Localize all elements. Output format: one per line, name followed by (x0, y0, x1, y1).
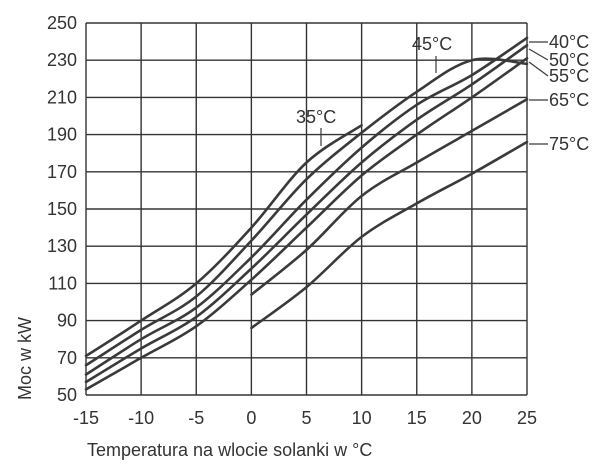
curve-label: 55°C (549, 66, 589, 86)
x-tick-label: 10 (352, 408, 372, 428)
series-line (84, 57, 529, 391)
curve-label: 45°C (412, 34, 452, 54)
x-tick-label: 25 (517, 408, 537, 428)
curve-label: 35°C (296, 107, 336, 127)
x-tick-label: 20 (462, 408, 482, 428)
y-tick-label: 50 (57, 385, 77, 405)
y-tick-label: 70 (57, 348, 77, 368)
x-tick-label: 5 (301, 408, 311, 428)
x-tick-label: -15 (73, 408, 99, 428)
y-tick-label: 230 (47, 50, 77, 70)
series-lines (84, 36, 529, 391)
y-tick-label: 130 (47, 236, 77, 256)
x-tick-label: 15 (407, 408, 427, 428)
x-axis-title: Temperatura na wlocie solanki w °C (87, 440, 372, 460)
series-line (84, 124, 363, 358)
curve-label-leader (528, 48, 549, 61)
curve-labels: 35°C 45°C 40°C50°C55°C 65°C 75°C (296, 32, 589, 154)
series-line (84, 57, 529, 367)
series-line (84, 44, 529, 384)
y-tick-label: 110 (48, 273, 77, 293)
y-tick-label: 170 (47, 162, 77, 182)
curve-label: 50°C (549, 50, 589, 70)
curve-label: 65°C (549, 90, 589, 110)
y-tick-label: 250 (47, 13, 77, 33)
series-line (250, 140, 529, 330)
series-line (250, 98, 529, 296)
y-axis-title: Moc w kW (15, 317, 35, 400)
series-line (84, 36, 529, 376)
curve-label: 40°C (549, 32, 589, 52)
curve-label-leader (528, 61, 549, 77)
y-tick-label: 190 (47, 125, 77, 145)
curve-label: 75°C (549, 134, 589, 154)
x-tick-label: -5 (188, 408, 204, 428)
x-tick-label: 0 (246, 408, 256, 428)
grid (85, 22, 528, 396)
y-tick-label: 90 (57, 311, 77, 331)
y-tick-label: 210 (47, 87, 77, 107)
y-tick-label: 150 (47, 199, 77, 219)
tick-labels: -15 -10 -5 0 5 10 15 20 25 50 70 90 110 130 150 170 190 2… (47, 13, 537, 428)
x-tick-label: -10 (128, 408, 154, 428)
